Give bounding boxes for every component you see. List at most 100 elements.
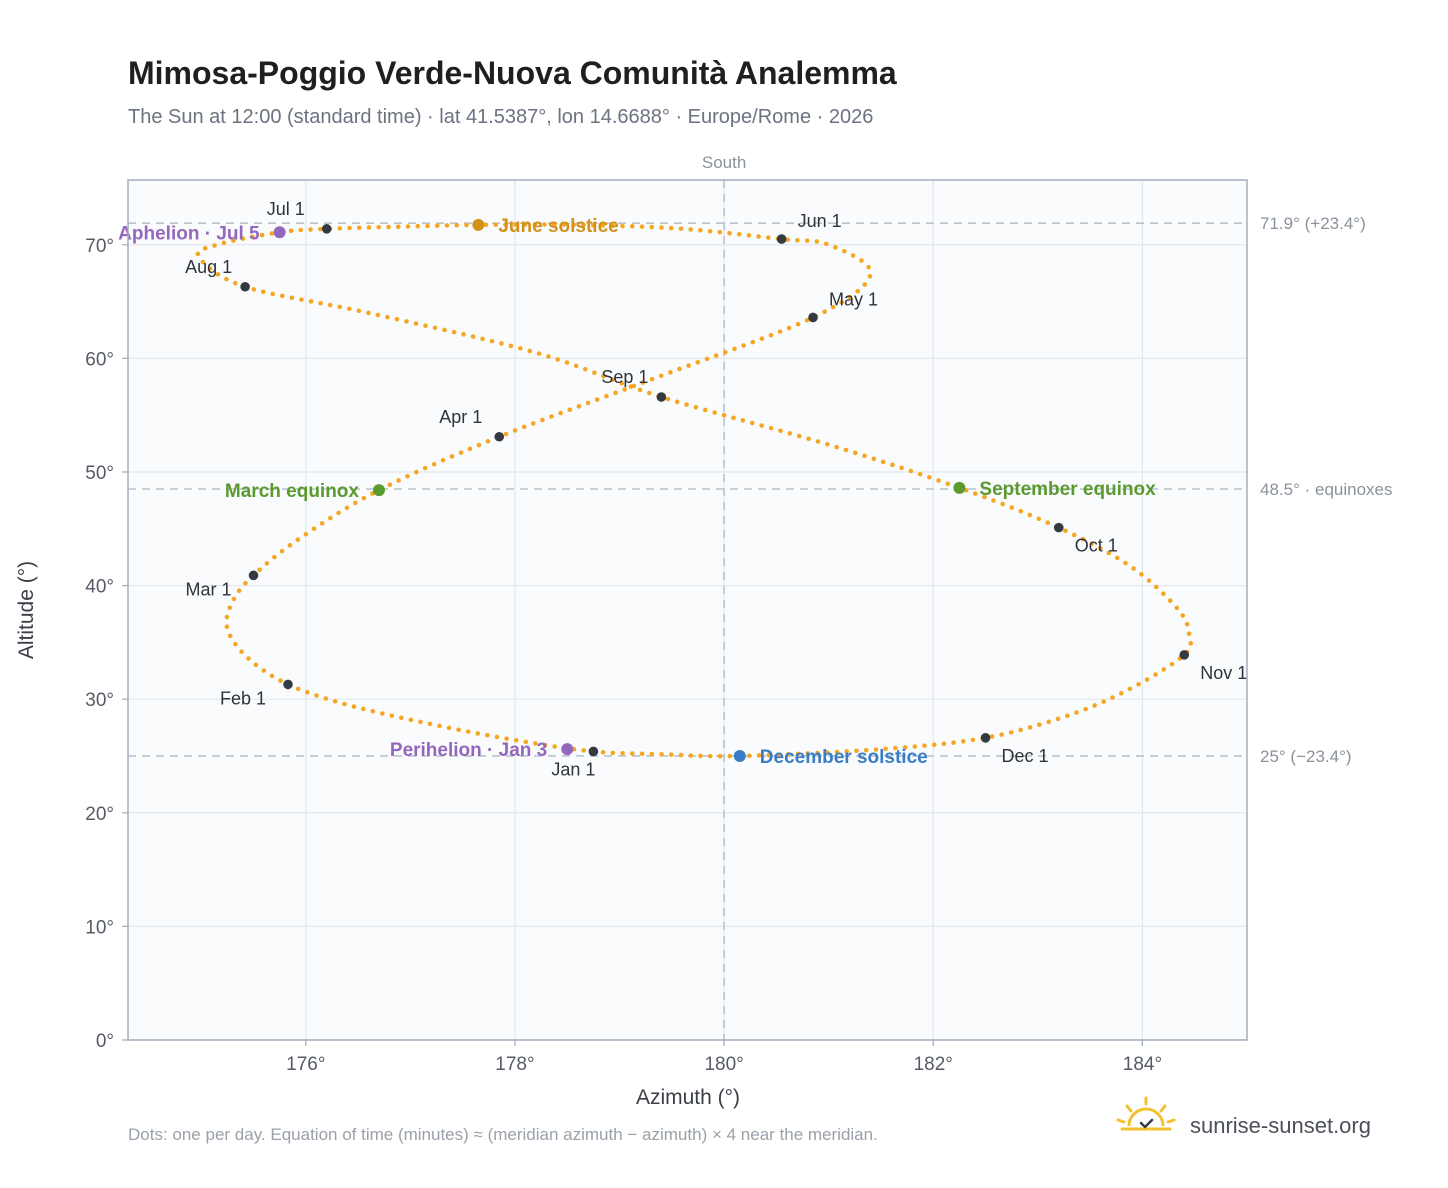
day-dot xyxy=(269,673,275,679)
day-dot xyxy=(287,543,293,548)
day-dot xyxy=(639,224,645,229)
day-dot xyxy=(454,222,460,228)
month-label: Jun 1 xyxy=(798,211,842,231)
day-dot xyxy=(337,226,343,231)
event-label: Perihelion · Jan 3 xyxy=(390,740,547,761)
day-dot xyxy=(200,259,206,265)
day-dot xyxy=(698,753,703,759)
day-dot xyxy=(867,274,873,279)
day-dot xyxy=(253,662,259,668)
day-dot xyxy=(824,750,830,755)
day-dot xyxy=(750,339,756,345)
day-dot xyxy=(261,668,267,673)
day-dot xyxy=(476,442,482,448)
day-dot xyxy=(893,745,898,751)
day-dot xyxy=(695,359,701,365)
day-dot xyxy=(619,380,625,386)
day-dot xyxy=(688,753,694,758)
day-dot xyxy=(822,309,827,315)
day-dot xyxy=(540,417,545,423)
day-dot xyxy=(866,264,871,270)
day-dot xyxy=(240,236,246,241)
month-marker xyxy=(248,570,259,581)
day-dot xyxy=(464,222,469,228)
day-dot xyxy=(399,715,404,721)
day-dot xyxy=(604,393,609,399)
chart-title: Mimosa-Poggio Verde-Nuova Comunità Anale… xyxy=(128,55,897,91)
day-dot xyxy=(825,441,830,447)
day-dot xyxy=(804,317,810,323)
day-dot xyxy=(376,224,382,230)
day-dot xyxy=(549,414,554,419)
day-dot xyxy=(785,752,791,757)
day-dot xyxy=(318,300,323,306)
month-marker xyxy=(776,234,787,244)
day-dot xyxy=(713,353,719,358)
day-dot xyxy=(756,753,762,758)
month-label: Feb 1 xyxy=(220,688,266,708)
day-dot xyxy=(707,228,713,234)
day-dot xyxy=(610,377,615,383)
day-dot xyxy=(1018,508,1024,514)
day-dot xyxy=(224,614,230,620)
day-dot xyxy=(815,439,821,444)
day-dot xyxy=(493,222,499,228)
day-dot xyxy=(1167,598,1173,603)
day-dot xyxy=(432,325,438,331)
day-dot xyxy=(723,349,728,355)
day-dot xyxy=(1037,722,1042,728)
day-dot xyxy=(576,404,582,409)
event-label: December solstice xyxy=(760,747,928,768)
day-dot xyxy=(236,588,242,593)
day-dot xyxy=(270,291,276,297)
reference-label: 71.9° (+23.4°) xyxy=(1260,214,1366,233)
day-dot xyxy=(717,753,723,759)
day-dot xyxy=(804,238,810,243)
y-tick-label: 40° xyxy=(85,577,114,598)
day-dot xyxy=(833,245,838,250)
day-dot xyxy=(1000,501,1005,507)
day-dot xyxy=(795,237,800,243)
day-dot xyxy=(765,235,771,240)
day-dot xyxy=(1161,591,1166,596)
day-dot xyxy=(1055,716,1061,722)
reference-label: 25° (−23.4°) xyxy=(1260,747,1352,766)
day-dot xyxy=(727,230,732,236)
day-dot xyxy=(931,742,937,748)
day-dot xyxy=(458,450,464,455)
day-dot xyxy=(251,287,257,292)
day-dot xyxy=(951,740,956,745)
day-dot xyxy=(1127,686,1133,692)
y-tick-label: 70° xyxy=(85,236,114,257)
day-dot xyxy=(707,753,713,759)
day-dot xyxy=(456,727,461,733)
day-dot xyxy=(288,228,294,234)
day-dot xyxy=(686,363,691,368)
day-dot xyxy=(668,370,673,375)
day-dot xyxy=(1110,695,1115,700)
x-tick-label: 184° xyxy=(1123,1054,1162,1075)
day-dot xyxy=(323,696,329,701)
month-marker xyxy=(1179,650,1190,660)
day-dot xyxy=(303,531,309,537)
day-dot xyxy=(600,749,606,755)
day-dot xyxy=(512,222,518,227)
y-tick-label: 10° xyxy=(85,917,114,938)
day-dot xyxy=(227,605,233,611)
day-dot xyxy=(622,387,628,392)
day-dot xyxy=(746,753,752,759)
day-dot xyxy=(880,459,886,465)
day-dot xyxy=(239,649,244,654)
day-dot xyxy=(485,439,491,444)
day-dot xyxy=(195,251,201,257)
day-dot xyxy=(434,223,440,228)
day-dot xyxy=(678,226,684,232)
day-dot xyxy=(530,421,536,426)
day-dot xyxy=(1063,528,1068,534)
day-dot xyxy=(387,482,393,488)
day-dot xyxy=(418,719,423,725)
day-dot xyxy=(1080,536,1086,542)
day-dot xyxy=(1180,613,1186,618)
day-dot xyxy=(727,753,733,759)
